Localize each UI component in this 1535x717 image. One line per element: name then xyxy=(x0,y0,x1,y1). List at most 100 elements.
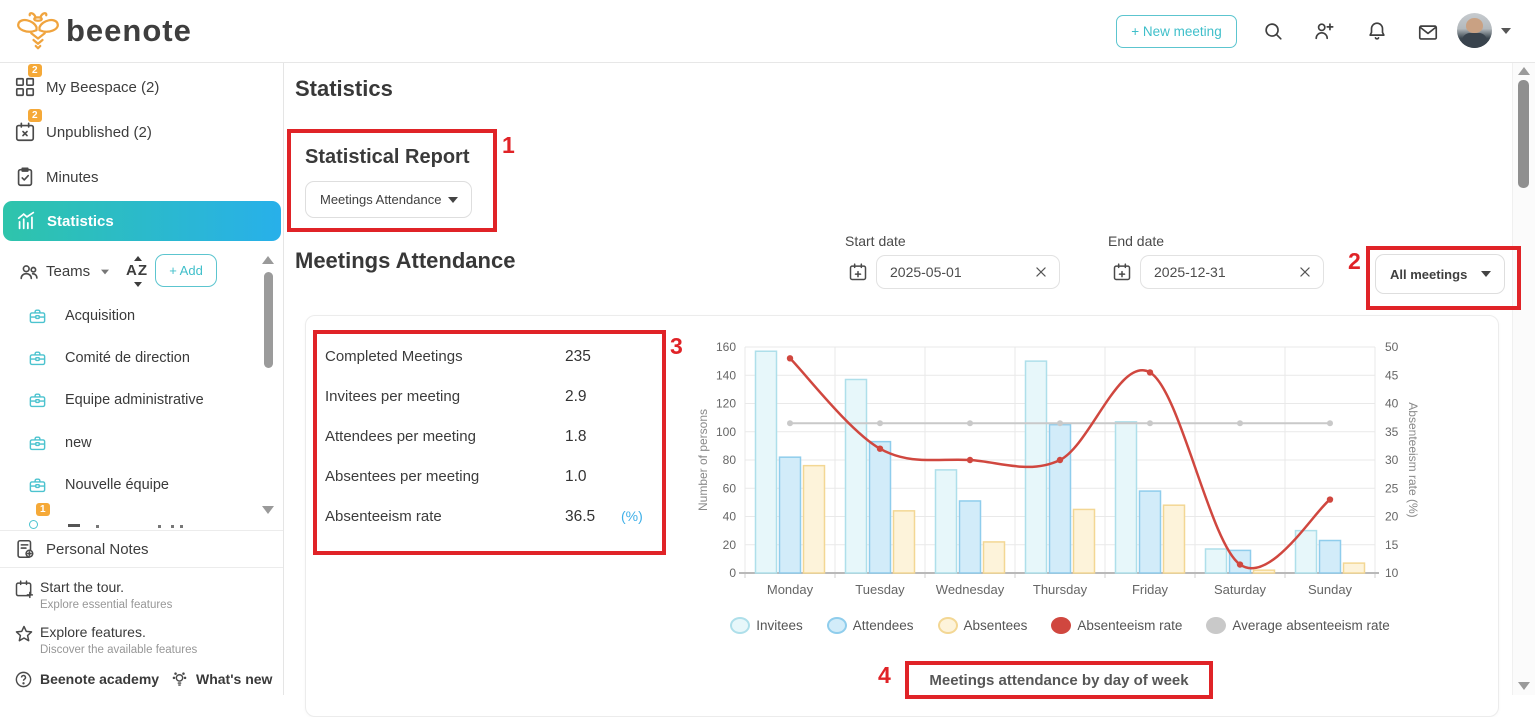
legend-swatch xyxy=(1206,617,1227,634)
svg-text:Thursday: Thursday xyxy=(1033,582,1088,597)
teams-scroll-up-arrow[interactable] xyxy=(262,256,274,264)
report-type-dropdown[interactable]: Meetings Attendance xyxy=(305,181,472,218)
teams-scroll-down-arrow[interactable] xyxy=(262,506,274,514)
notifications-bell-icon[interactable] xyxy=(1366,20,1388,42)
sort-az-icon[interactable]: AZ xyxy=(126,262,148,279)
start-date-calendar-icon[interactable] xyxy=(848,262,868,282)
legend-label: Invitees xyxy=(756,618,803,633)
star-icon xyxy=(15,625,33,642)
svg-text:Tuesday: Tuesday xyxy=(855,582,905,597)
legend-label: Average absenteeism rate xyxy=(1232,618,1390,633)
lightbulb-icon xyxy=(172,672,187,686)
end-date-clear-icon[interactable] xyxy=(1298,265,1312,279)
clipped-text xyxy=(180,525,183,528)
svg-text:Absenteeism rate (%): Absenteeism rate (%) xyxy=(1406,402,1420,517)
stat-value: 2.9 xyxy=(565,388,587,405)
statistics-chart-icon xyxy=(17,211,35,230)
svg-text:Saturday: Saturday xyxy=(1214,582,1267,597)
calendar-plus-icon xyxy=(15,580,34,599)
teams-chevron-down-icon[interactable] xyxy=(101,269,109,275)
briefcase-icon xyxy=(29,520,38,529)
team-item[interactable]: new xyxy=(0,426,255,460)
page-scrollbar-thumb[interactable] xyxy=(1518,80,1529,188)
section-title: Meetings Attendance xyxy=(295,248,516,273)
svg-text:20: 20 xyxy=(1385,510,1399,524)
user-avatar[interactable] xyxy=(1457,13,1492,48)
divider xyxy=(0,567,283,568)
annotation-number-2: 2 xyxy=(1348,248,1361,274)
add-team-button[interactable]: + Add xyxy=(155,254,217,287)
svg-text:25: 25 xyxy=(1385,481,1399,495)
legend-item-absenteeism-rate[interactable]: Absenteeism rate xyxy=(1051,617,1182,634)
beenote-logo-bee-icon xyxy=(17,12,59,50)
sidebar-item-minutes[interactable]: Minutes xyxy=(0,160,283,194)
stat-row: Attendees per meeting 1.8 xyxy=(325,428,655,452)
scroll-down-arrow[interactable] xyxy=(1518,682,1530,690)
whats-new-link[interactable]: What's new xyxy=(196,671,273,687)
meetings-scope-dropdown[interactable]: All meetings xyxy=(1375,254,1505,294)
end-date-calendar-icon[interactable] xyxy=(1112,262,1132,282)
tour-title: Start the tour. xyxy=(40,579,125,595)
svg-text:60: 60 xyxy=(723,481,737,495)
svg-text:140: 140 xyxy=(716,368,736,382)
legend-item-invitees[interactable]: Invitees xyxy=(730,617,803,634)
avatar-face xyxy=(1466,18,1483,33)
end-date-label: End date xyxy=(1108,233,1165,249)
stat-value: 36.5 xyxy=(565,508,596,525)
team-item-partial[interactable]: 1 xyxy=(0,502,255,530)
sort-down-arrow-icon xyxy=(134,282,142,287)
stat-value: 1.0 xyxy=(565,468,587,485)
explore-features-item[interactable]: Explore features. Discover the available… xyxy=(0,622,283,662)
legend-item-average-absenteeism-rate[interactable]: Average absenteeism rate xyxy=(1206,617,1390,634)
sidebar-item-unpublished[interactable]: Unpublished (2) xyxy=(0,115,283,149)
team-name: Equipe administrative xyxy=(65,392,204,408)
new-meeting-button[interactable]: + New meeting xyxy=(1116,15,1237,48)
divider xyxy=(0,530,283,531)
sidebar-item-my-beespace[interactable]: My Beespace (2) xyxy=(0,70,283,104)
note-plus-icon xyxy=(17,539,34,559)
page-scrollbar[interactable] xyxy=(1512,62,1535,695)
svg-text:0: 0 xyxy=(729,566,736,580)
mail-icon[interactable] xyxy=(1417,22,1439,44)
sidebar-item-personal-notes[interactable]: Personal Notes xyxy=(0,532,283,566)
stat-value: 1.8 xyxy=(565,428,587,445)
start-date-input[interactable]: 2025-05-01 xyxy=(876,255,1060,289)
svg-text:45: 45 xyxy=(1385,368,1399,382)
stat-row: Absentees per meeting 1.0 xyxy=(325,468,655,492)
start-date-label: Start date xyxy=(845,233,906,249)
legend-label: Absentees xyxy=(963,618,1028,633)
legend-item-attendees[interactable]: Attendees xyxy=(826,617,914,634)
clipped-text xyxy=(96,525,99,528)
end-date-input[interactable]: 2025-12-31 xyxy=(1140,255,1324,289)
page-title: Statistics xyxy=(295,76,393,101)
account-chevron-down-icon[interactable] xyxy=(1501,28,1511,34)
add-user-icon[interactable] xyxy=(1313,20,1335,42)
stat-unit: (%) xyxy=(621,508,643,524)
svg-text:Friday: Friday xyxy=(1132,582,1169,597)
team-item[interactable]: Nouvelle équipe xyxy=(0,468,255,502)
start-tour-item[interactable]: Start the tour. Explore essential featur… xyxy=(0,577,283,617)
question-circle-icon xyxy=(15,671,32,688)
svg-text:30: 30 xyxy=(1385,453,1399,467)
sidebar-footer: Beenote academy What's new xyxy=(0,669,283,695)
team-item[interactable]: Comité de direction xyxy=(0,341,255,375)
sidebar-item-statistics[interactable]: Statistics xyxy=(3,201,281,241)
svg-text:120: 120 xyxy=(716,397,736,411)
scroll-up-arrow[interactable] xyxy=(1518,67,1530,75)
report-title: Statistical Report xyxy=(305,146,470,168)
annotation-number-1: 1 xyxy=(502,132,515,158)
legend-label: Absenteeism rate xyxy=(1077,618,1183,633)
teams-scrollbar-thumb[interactable] xyxy=(264,272,273,368)
legend-item-absentees[interactable]: Absentees xyxy=(937,617,1028,634)
beenote-academy-link[interactable]: Beenote academy xyxy=(40,671,160,687)
search-icon[interactable] xyxy=(1262,20,1284,42)
team-name: Nouvelle équipe xyxy=(65,477,169,493)
legend-label: Attendees xyxy=(852,618,914,633)
team-item[interactable]: Acquisition xyxy=(0,299,255,333)
teams-label[interactable]: Teams xyxy=(46,263,91,280)
team-item[interactable]: Equipe administrative xyxy=(0,383,255,417)
start-date-clear-icon[interactable] xyxy=(1034,265,1048,279)
legend-swatch xyxy=(1051,617,1072,634)
app-header: beenote + New meeting xyxy=(0,0,1535,63)
start-date-value: 2025-05-01 xyxy=(890,264,962,280)
